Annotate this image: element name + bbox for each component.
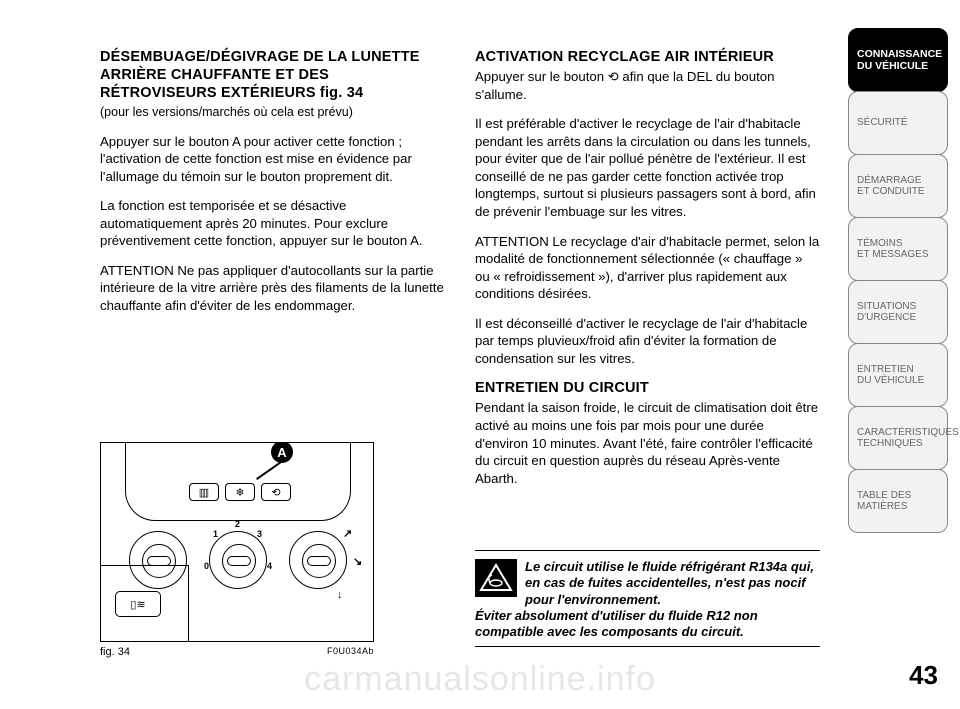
right-h2: ENTRETIEN DU CIRCUIT — [475, 379, 820, 397]
warning-rule-bottom — [475, 646, 820, 647]
side-tabs: CONNAISSANCE DU VÉHICULE SÉCURITÉ DÉMARR… — [848, 28, 948, 532]
airflow-dial — [289, 531, 347, 589]
fan-tick-4: 4 — [267, 561, 272, 571]
tab-label: ENTRETIEN — [857, 364, 924, 376]
left-heading: DÉSEMBUAGE/DÉGIVRAGE DE LA LUNETTE ARRIÈ… — [100, 48, 445, 102]
manual-page: carmanualsonline.info DÉSEMBUAGE/DÉGIVRA… — [0, 0, 960, 709]
fan-dial — [209, 531, 267, 589]
tab-label: DU VÉHICULE — [857, 375, 924, 387]
right-p2: Il est préférable d'activer le recyclage… — [475, 115, 820, 220]
tab-label: CONNAISSANCE — [857, 48, 942, 60]
mode-button-1: ▥ — [189, 483, 219, 501]
tab-label: DU VÉHICULE — [857, 60, 942, 72]
tab-label: CARACTÉRISTIQUES — [857, 427, 959, 439]
tab-label: TECHNIQUES — [857, 438, 959, 450]
figure-frame: A ▥ ❄ ⟲ 0 1 2 3 4 ↗ ↘ ↓ — [100, 442, 374, 642]
right-h1: ACTIVATION RECYCLAGE AIR INTÉRIEUR — [475, 48, 820, 66]
defrost-front-icon: ▥ — [199, 486, 209, 499]
tab-caracteristiques[interactable]: CARACTÉRISTIQUES TECHNIQUES — [848, 406, 948, 470]
tab-label: SITUATIONS — [857, 301, 916, 313]
fan-tick-0: 0 — [204, 561, 209, 571]
left-subnote: (pour les versions/marchés où cela est p… — [100, 104, 445, 120]
fan-dial-knob — [222, 544, 256, 578]
fan-tick-1: 1 — [213, 529, 218, 539]
warning-box: Le circuit utilise le fluide réfrigérant… — [475, 550, 820, 647]
warning-rule-top — [475, 550, 820, 551]
right-p1: Appuyer sur le bouton ⟲ afin que la DEL … — [475, 68, 820, 103]
right-p4: Il est déconseillé d'activer le recyclag… — [475, 315, 820, 368]
airflow-foot-icon: ↓ — [337, 589, 343, 601]
warning-text-1: Le circuit utilise le fluide réfrigérant… — [525, 559, 820, 608]
figure-code: F0U034Ab — [327, 646, 374, 658]
mode-button-2: ❄ — [225, 483, 255, 501]
recirc-icon: ⟲ — [271, 486, 280, 499]
fan-tick-2: 2 — [235, 519, 240, 529]
left-column: DÉSEMBUAGE/DÉGIVRAGE DE LA LUNETTE ARRIÈ… — [100, 48, 445, 327]
tab-label: TABLE DES — [857, 490, 911, 502]
figure-34: A ▥ ❄ ⟲ 0 1 2 3 4 ↗ ↘ ↓ — [100, 442, 374, 658]
figure-caption-row: fig. 34 F0U034Ab — [100, 646, 374, 658]
environment-warning-icon — [475, 559, 517, 597]
airflow-facefoot-icon: ↘ — [353, 555, 362, 568]
right-p5: Pendant la saison froide, le circuit de … — [475, 399, 820, 487]
mode-button-3: ⟲ — [261, 483, 291, 501]
airflow-dial-knob — [302, 544, 336, 578]
tab-entretien[interactable]: ENTRETIEN DU VÉHICULE — [848, 343, 948, 407]
rear-defrost-icon: ▯≋ — [130, 598, 145, 611]
tab-label: SÉCURITÉ — [857, 117, 908, 129]
tab-demarrage[interactable]: DÉMARRAGE ET CONDUITE — [848, 154, 948, 218]
right-p3: ATTENTION Le recyclage d'air d'habitacle… — [475, 233, 820, 303]
tab-securite[interactable]: SÉCURITÉ — [848, 91, 948, 155]
tab-label: ET MESSAGES — [857, 249, 929, 261]
airflow-face-icon: ↗ — [343, 527, 352, 540]
left-p2: La fonction est temporisée et se désacti… — [100, 197, 445, 250]
snowflake-icon: ❄ — [235, 486, 244, 499]
warning-text-2: Éviter absolument d'utiliser du fluide R… — [475, 608, 820, 641]
callout-A: A — [271, 442, 293, 463]
tab-connaissance[interactable]: CONNAISSANCE DU VÉHICULE — [848, 28, 948, 92]
rear-defrost-button: ▯≋ — [115, 591, 161, 617]
tab-label: MATIÈRES — [857, 501, 911, 513]
tab-label: TÉMOINS — [857, 238, 929, 250]
tab-urgence[interactable]: SITUATIONS D'URGENCE — [848, 280, 948, 344]
right-column: ACTIVATION RECYCLAGE AIR INTÉRIEUR Appuy… — [475, 48, 820, 499]
figure-caption: fig. 34 — [100, 646, 130, 658]
page-number: 43 — [909, 660, 938, 691]
left-p3: ATTENTION Ne pas appliquer d'autocollant… — [100, 262, 445, 315]
panel-edge — [125, 443, 351, 451]
tab-table-matieres[interactable]: TABLE DES MATIÈRES — [848, 469, 948, 533]
left-p1: Appuyer sur le bouton A pour activer cet… — [100, 133, 445, 186]
tab-label: ET CONDUITE — [857, 186, 925, 198]
fan-tick-3: 3 — [257, 529, 262, 539]
tab-label: D'URGENCE — [857, 312, 916, 324]
tab-temoins[interactable]: TÉMOINS ET MESSAGES — [848, 217, 948, 281]
tab-label: DÉMARRAGE — [857, 175, 925, 187]
